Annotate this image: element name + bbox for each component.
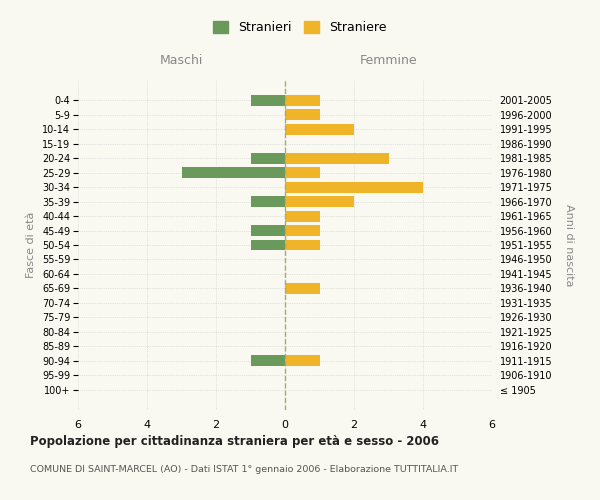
Bar	[251, 95, 285, 106]
Y-axis label: Anni di nascita: Anni di nascita	[563, 204, 574, 286]
Bar	[285, 124, 354, 135]
Legend: Stranieri, Straniere: Stranieri, Straniere	[208, 16, 392, 40]
Bar	[251, 153, 285, 164]
Bar	[285, 168, 320, 178]
Text: Maschi: Maschi	[160, 54, 203, 67]
Bar	[285, 182, 423, 192]
Bar	[251, 355, 285, 366]
Bar	[251, 196, 285, 207]
Y-axis label: Fasce di età: Fasce di età	[26, 212, 37, 278]
Bar	[285, 355, 320, 366]
Bar	[285, 225, 320, 236]
Bar	[251, 225, 285, 236]
Bar	[182, 168, 285, 178]
Text: Femmine: Femmine	[359, 54, 418, 67]
Bar	[285, 196, 354, 207]
Text: Popolazione per cittadinanza straniera per età e sesso - 2006: Popolazione per cittadinanza straniera p…	[30, 435, 439, 448]
Bar	[285, 153, 389, 164]
Bar	[285, 283, 320, 294]
Bar	[251, 240, 285, 250]
Bar	[285, 110, 320, 120]
Bar	[285, 95, 320, 106]
Bar	[285, 240, 320, 250]
Bar	[285, 210, 320, 222]
Text: COMUNE DI SAINT-MARCEL (AO) - Dati ISTAT 1° gennaio 2006 - Elaborazione TUTTITAL: COMUNE DI SAINT-MARCEL (AO) - Dati ISTAT…	[30, 465, 458, 474]
